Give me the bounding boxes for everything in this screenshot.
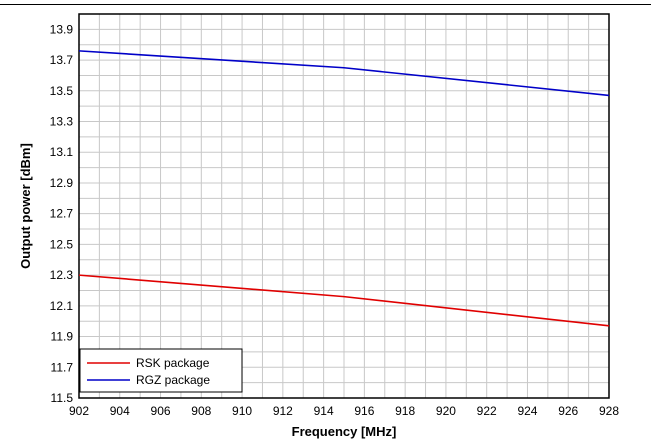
- x-tick-label: 912: [273, 404, 293, 418]
- x-axis-label: Frequency [MHz]: [292, 424, 397, 439]
- x-tick-label: 904: [110, 404, 130, 418]
- y-tick-label: 12.3: [50, 268, 74, 282]
- legend-label: RGZ package: [136, 373, 210, 387]
- x-tick-label: 918: [395, 404, 415, 418]
- x-tick-label: 922: [477, 404, 497, 418]
- y-tick-label: 13.3: [50, 115, 74, 129]
- x-tick-label: 924: [517, 404, 537, 418]
- series-line-1: [78, 50, 610, 97]
- y-tick-label: 12.7: [50, 207, 74, 221]
- legend-box: [79, 348, 243, 393]
- y-tick-label: 11.5: [51, 391, 74, 405]
- y-tick-label: 11.7: [51, 360, 74, 374]
- x-tick-label: 920: [436, 404, 456, 418]
- top-rule: [0, 4, 651, 5]
- y-tick-label: 11.9: [51, 330, 74, 344]
- x-tick-label: 910: [232, 404, 252, 418]
- plot-frame: [78, 13, 610, 399]
- series-layer: [78, 50, 610, 327]
- grid: [79, 14, 609, 398]
- y-tick-label: 13.1: [50, 145, 74, 159]
- y-tick-label: 12.9: [50, 176, 74, 190]
- y-tick-label: 13.9: [50, 22, 74, 36]
- x-axis-ticks: 902 904 906 908 910 912 914 916 918 920 922 924 926 9…: [69, 404, 619, 418]
- y-axis-label: Output power [dBm]: [18, 143, 33, 269]
- x-tick-label: 906: [151, 404, 171, 418]
- x-tick-label: 902: [69, 404, 89, 418]
- x-tick-label: 928: [599, 404, 619, 418]
- series-line-0: [78, 274, 610, 327]
- x-tick-label: 914: [314, 404, 334, 418]
- y-tick-label: 12.1: [50, 299, 74, 313]
- x-tick-label: 916: [354, 404, 374, 418]
- x-tick-label: 926: [558, 404, 578, 418]
- y-tick-label: 12.5: [50, 237, 74, 251]
- y-axis-ticks: 11.5 11.7 11.9 12.1 12.3 12.5 12.7 12.9 13.1 13.3…: [50, 22, 74, 405]
- y-tick-label: 13.5: [50, 84, 74, 98]
- y-tick-label: 13.7: [50, 53, 74, 67]
- legend-label: RSK package: [136, 356, 210, 370]
- x-tick-label: 908: [191, 404, 211, 418]
- legend: RSK package RGZ package: [79, 348, 243, 393]
